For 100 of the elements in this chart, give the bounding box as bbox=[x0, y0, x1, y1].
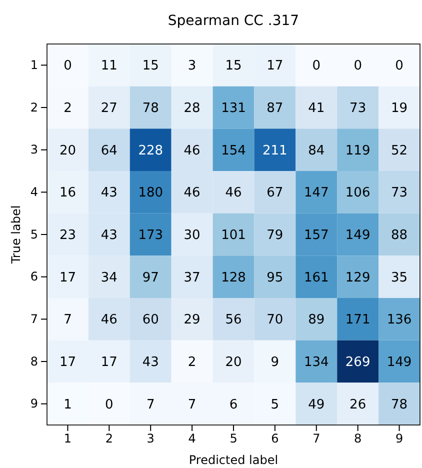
data-label: 46 bbox=[225, 186, 242, 201]
data-label: 134 bbox=[304, 355, 329, 370]
data-label: 43 bbox=[100, 228, 118, 244]
data-label: 23 bbox=[59, 228, 76, 244]
data-label: 0 bbox=[64, 58, 72, 74]
x-tick-label: 3 bbox=[146, 432, 154, 446]
data-label: 34 bbox=[100, 270, 118, 286]
data-label: 30 bbox=[184, 228, 200, 244]
data-label: 228 bbox=[138, 143, 164, 158]
data-label: 128 bbox=[221, 270, 246, 286]
data-label: 269 bbox=[345, 355, 370, 370]
data-label: 26 bbox=[350, 397, 366, 412]
data-label: 3 bbox=[188, 58, 196, 74]
x-tick-label: 5 bbox=[230, 432, 238, 446]
data-label: 20 bbox=[225, 355, 242, 370]
data-label: 27 bbox=[100, 101, 118, 116]
y-tick-label: 3 bbox=[30, 142, 38, 157]
x-axis-title: Predicted label bbox=[188, 453, 278, 467]
data-label: 171 bbox=[345, 312, 370, 328]
data-label: 52 bbox=[391, 143, 408, 158]
data-label: 6 bbox=[229, 397, 238, 412]
data-label: 2 bbox=[188, 355, 196, 370]
data-label: 2 bbox=[64, 101, 72, 116]
data-label: 106 bbox=[345, 186, 370, 201]
data-label: 101 bbox=[221, 228, 246, 244]
data-label: 11 bbox=[100, 58, 118, 74]
data-label: 78 bbox=[391, 397, 408, 412]
data-label: 149 bbox=[386, 355, 412, 370]
data-label: 60 bbox=[142, 312, 159, 328]
data-label: 17 bbox=[100, 355, 118, 370]
x-tick-label: 2 bbox=[105, 432, 113, 446]
y-tick-label: 5 bbox=[30, 227, 38, 242]
data-label: 87 bbox=[266, 101, 284, 116]
data-label: 147 bbox=[304, 186, 329, 201]
y-tick-label: 2 bbox=[30, 100, 38, 114]
data-label: 173 bbox=[138, 228, 164, 244]
data-label: 17 bbox=[59, 355, 76, 370]
data-label: 0 bbox=[354, 58, 362, 74]
data-label: 129 bbox=[345, 270, 370, 286]
data-label: 149 bbox=[345, 228, 370, 244]
data-label: 7 bbox=[188, 397, 196, 412]
data-label: 0 bbox=[105, 397, 114, 412]
data-label: 131 bbox=[221, 101, 246, 116]
data-label: 73 bbox=[350, 101, 366, 116]
data-label: 29 bbox=[184, 312, 200, 328]
data-label: 211 bbox=[262, 143, 288, 158]
data-label: 5 bbox=[270, 397, 280, 412]
data-label: 15 bbox=[142, 58, 159, 74]
data-label: 41 bbox=[308, 101, 325, 116]
data-label: 9 bbox=[270, 355, 280, 370]
data-label: 17 bbox=[59, 270, 76, 286]
data-label: 46 bbox=[184, 186, 200, 201]
data-label: 97 bbox=[142, 270, 159, 286]
data-label: 79 bbox=[266, 228, 284, 244]
data-label: 35 bbox=[391, 270, 408, 286]
x-tick-label: 1 bbox=[64, 432, 72, 446]
data-label: 84 bbox=[308, 143, 325, 158]
data-label: 0 bbox=[312, 58, 321, 74]
x-tick-label: 7 bbox=[312, 432, 320, 446]
data-label: 180 bbox=[138, 186, 164, 201]
x-tick-label: 9 bbox=[395, 432, 404, 446]
data-label: 1 bbox=[64, 397, 72, 412]
data-label: 49 bbox=[308, 397, 325, 412]
y-tick-label: 4 bbox=[30, 185, 38, 200]
data-label: 161 bbox=[304, 270, 329, 286]
y-tick-label: 9 bbox=[30, 396, 38, 411]
data-label: 46 bbox=[184, 143, 200, 158]
data-label: 17 bbox=[266, 58, 284, 74]
data-label: 64 bbox=[100, 143, 118, 158]
chart-title: Spearman CC .317 bbox=[168, 13, 300, 29]
data-label: 28 bbox=[184, 101, 200, 116]
data-label: 70 bbox=[266, 312, 284, 328]
data-label: 7 bbox=[146, 397, 155, 412]
data-label: 43 bbox=[142, 355, 159, 370]
data-label: 16 bbox=[59, 186, 76, 201]
data-label: 46 bbox=[100, 312, 118, 328]
data-label: 73 bbox=[391, 186, 408, 201]
data-label: 20 bbox=[59, 143, 76, 158]
data-label: 67 bbox=[266, 186, 284, 201]
data-label: 56 bbox=[225, 312, 242, 328]
y-tick-label: 6 bbox=[30, 270, 38, 284]
data-label: 95 bbox=[266, 270, 284, 286]
data-label: 119 bbox=[345, 143, 370, 158]
data-label: 157 bbox=[304, 228, 329, 244]
data-label: 19 bbox=[391, 101, 408, 116]
data-label: 43 bbox=[100, 186, 118, 201]
y-tick-label: 8 bbox=[30, 354, 38, 368]
data-label: 0 bbox=[395, 58, 404, 74]
data-label: 154 bbox=[221, 143, 246, 158]
y-axis-title: True label bbox=[9, 205, 23, 265]
x-tick-label: 8 bbox=[354, 432, 362, 446]
y-tick-label: 1 bbox=[30, 58, 38, 72]
x-tick-label: 4 bbox=[188, 432, 196, 446]
data-label: 88 bbox=[391, 228, 408, 244]
data-label: 37 bbox=[184, 270, 200, 286]
data-label: 89 bbox=[308, 312, 325, 328]
data-label: 15 bbox=[225, 58, 242, 74]
data-label: 78 bbox=[142, 101, 159, 116]
x-tick-label: 6 bbox=[271, 432, 279, 446]
y-tick-label: 7 bbox=[30, 312, 38, 326]
